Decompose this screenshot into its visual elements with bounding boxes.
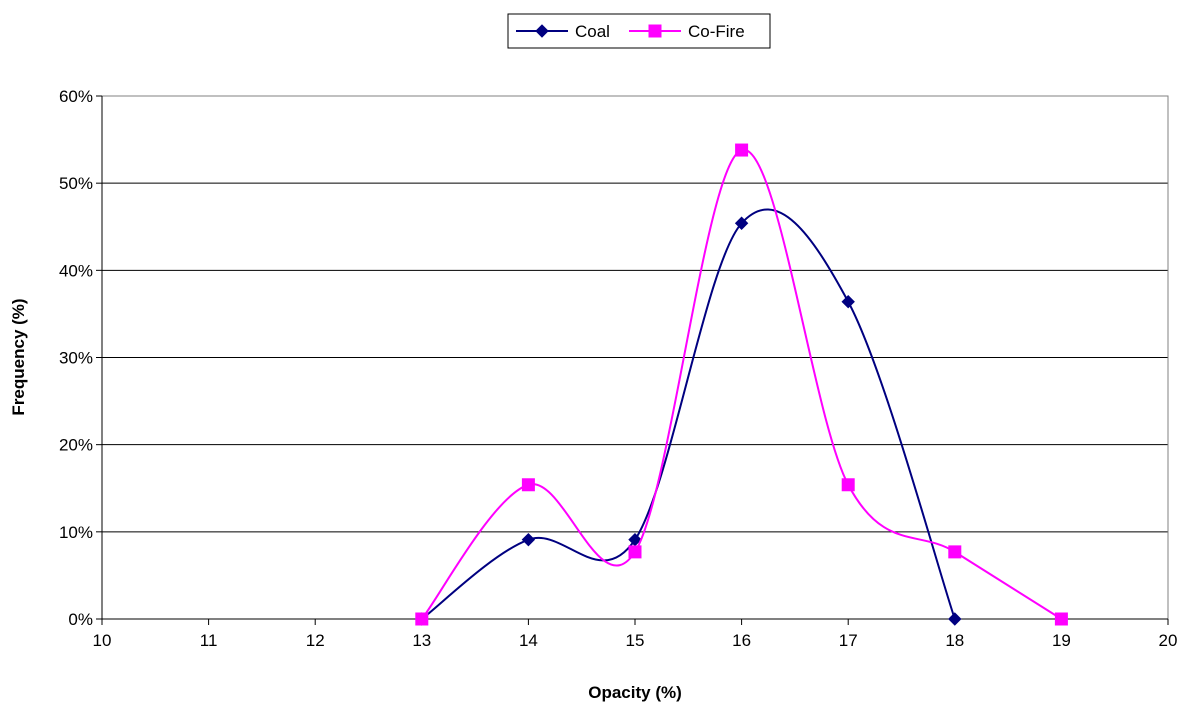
x-tick-label: 19 xyxy=(1052,631,1071,650)
data-point-coal xyxy=(948,612,962,626)
gridlines xyxy=(102,182,1168,533)
y-tick-label: 40% xyxy=(59,261,93,280)
y-tick-label: 20% xyxy=(59,436,93,455)
data-point-coal xyxy=(521,532,536,547)
data-point-co-fire xyxy=(948,545,962,559)
data-point-co-fire xyxy=(628,545,642,559)
data-point-co-fire xyxy=(521,478,535,492)
x-tick-label: 15 xyxy=(626,631,645,650)
x-tick-label: 10 xyxy=(93,631,112,650)
series-line-coal xyxy=(421,208,956,620)
x-tick-label: 18 xyxy=(945,631,964,650)
x-tick-label: 11 xyxy=(200,631,218,650)
series-co-fire xyxy=(415,143,1068,626)
series-coal xyxy=(415,208,962,626)
legend-label-co-fire: Co-Fire xyxy=(688,22,745,41)
series-layer xyxy=(415,143,1068,626)
x-axis-title: Opacity (%) xyxy=(588,683,682,702)
x-tick-label: 17 xyxy=(839,631,858,650)
x-tick-label: 13 xyxy=(412,631,431,650)
y-tick-label: 50% xyxy=(59,174,93,193)
x-tick-label: 12 xyxy=(306,631,325,650)
y-axis: 0% 10% 20% 30% 40% 50% 60% xyxy=(59,87,103,629)
legend-label-coal: Coal xyxy=(575,22,610,41)
x-tick-label: 16 xyxy=(732,631,751,650)
y-tick-label: 10% xyxy=(59,523,93,542)
data-point-co-fire xyxy=(841,478,855,492)
data-point-co-fire xyxy=(1054,612,1068,626)
y-tick-label: 60% xyxy=(59,87,93,106)
data-point-co-fire xyxy=(735,143,749,157)
legend-marker-co-fire xyxy=(648,24,662,38)
y-axis-title: Frequency (%) xyxy=(9,298,28,415)
data-point-co-fire xyxy=(415,612,429,626)
legend-marker-coal xyxy=(535,24,549,38)
x-tick-label: 20 xyxy=(1159,631,1178,650)
data-point-coal xyxy=(734,216,749,230)
y-tick-label: 0% xyxy=(68,610,93,629)
x-axis: 10 11 12 13 14 15 16 17 18 19 20 xyxy=(93,618,1178,650)
x-tick-label: 14 xyxy=(519,631,538,650)
series-line-co-fire xyxy=(421,149,1062,620)
y-tick-label: 30% xyxy=(59,349,93,368)
legend: Coal Co-Fire xyxy=(507,13,771,49)
data-point-coal xyxy=(841,295,855,309)
